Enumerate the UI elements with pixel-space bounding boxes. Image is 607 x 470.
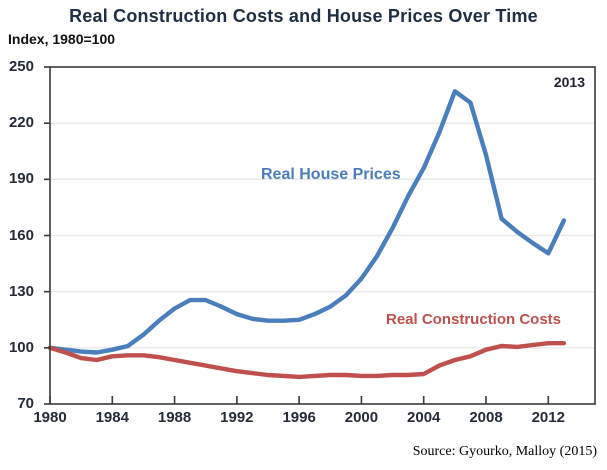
x-axis-tick-label: 1980	[33, 409, 67, 426]
x-axis-tick-label: 2004	[407, 409, 441, 426]
plot-border	[49, 66, 596, 405]
x-axis-tick-label: 1992	[220, 409, 254, 426]
x-axis-tick-label: 1984	[95, 409, 129, 426]
x-axis-tick-label: 2008	[469, 409, 503, 426]
y-axis-tick-label: 100	[8, 338, 34, 356]
y-axis-tick-label: 130	[8, 282, 34, 300]
y-axis-tick-label: 70	[17, 395, 34, 412]
x-axis-tick-label: 1988	[157, 409, 192, 426]
source-note: Source: Gyourko, Malloy (2015)	[412, 444, 597, 459]
x-axis-tick-label: 2000	[344, 409, 379, 426]
x-axis-tick-label: 1996	[282, 409, 316, 426]
y-axis-tick-label: 160	[8, 226, 34, 244]
y-axis-tick-label: 250	[8, 58, 34, 75]
series-label-real-construction-costs: Real Construction Costs	[386, 311, 562, 328]
y-axis-tick-label: 190	[8, 170, 34, 188]
house-prices-line	[47, 89, 567, 355]
annotation-2013: 2013	[553, 74, 585, 90]
construction-costs-line	[47, 341, 567, 380]
x-axis-tick-label: 2012	[531, 409, 565, 426]
chart-title: Real Construction Costs and House Prices…	[69, 6, 538, 26]
series-label-real-house-prices: Real House Prices	[261, 166, 401, 183]
y-axis-tick-label: 220	[8, 114, 34, 132]
chart-subtitle: Index, 1980=100	[8, 31, 116, 47]
